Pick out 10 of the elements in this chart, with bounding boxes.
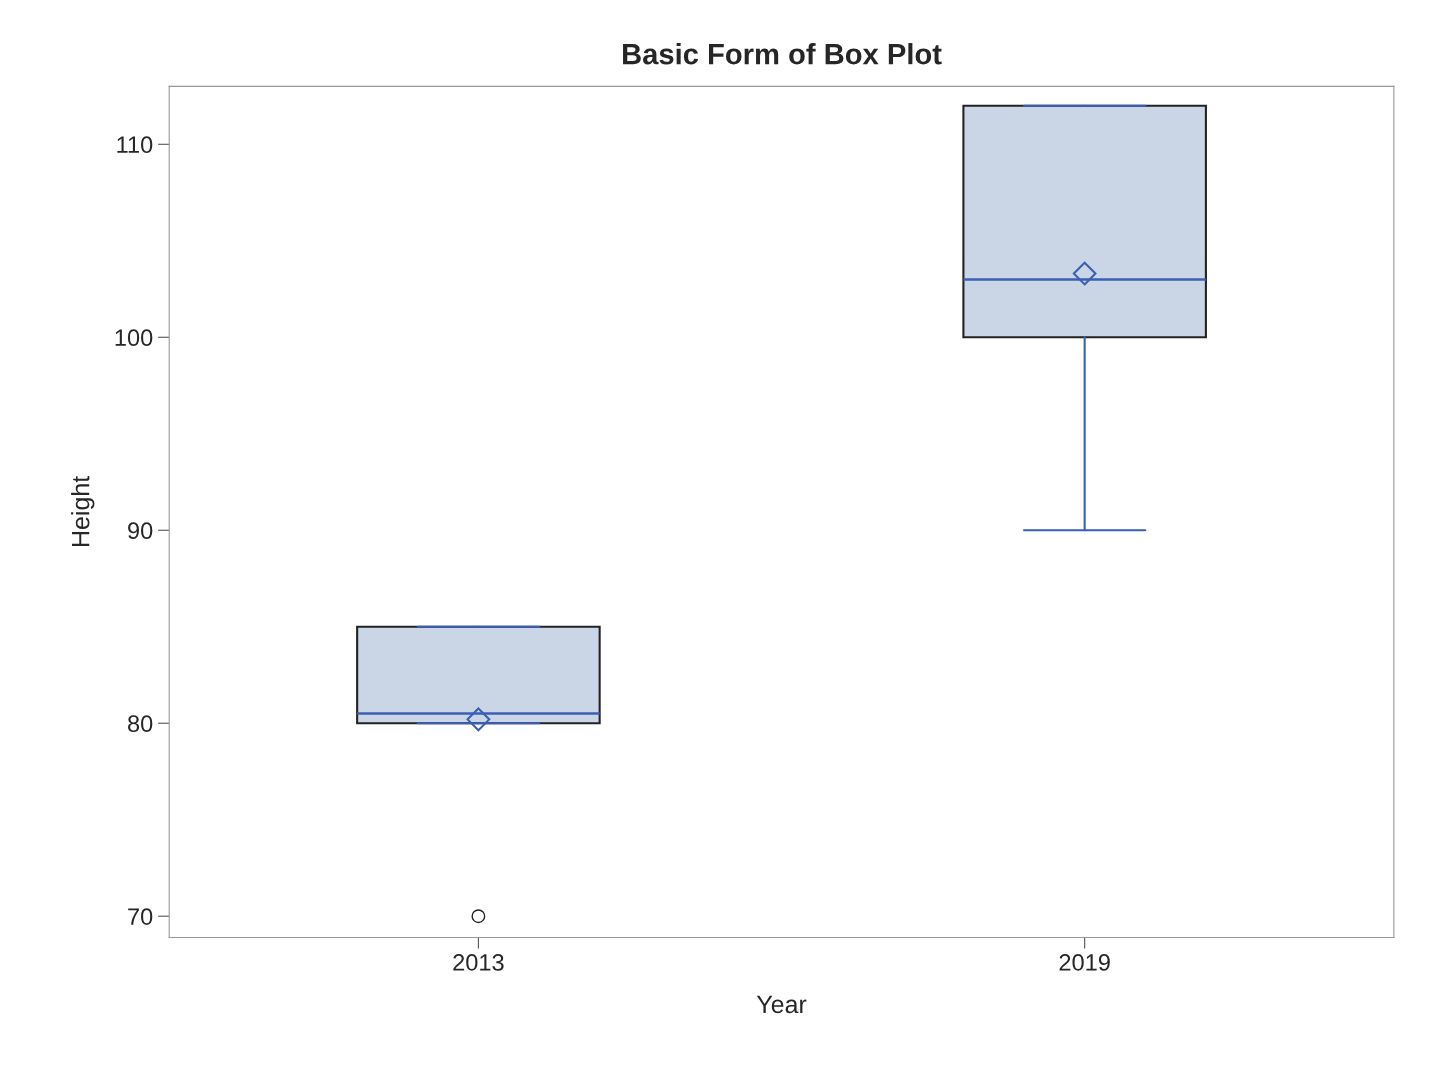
y-tick-label: 110 [117, 136, 153, 154]
x-axis-title: Year [756, 995, 807, 1014]
y-axis-title: Height [71, 475, 95, 546]
y-tick-label: 100 [115, 329, 153, 347]
y-tick-label: 90 [128, 522, 153, 540]
y-tick-label: 80 [128, 715, 153, 733]
x-tick-label: 2013 [453, 954, 504, 971]
x-tick-label: 2019 [1059, 954, 1110, 971]
y-tick-label: 70 [128, 908, 153, 925]
chart-title: Basic Form of Box Plot [623, 43, 942, 65]
